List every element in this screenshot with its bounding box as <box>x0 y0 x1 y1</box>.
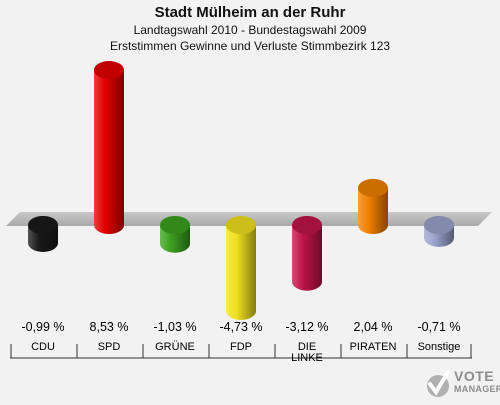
category-label-sonstige: Sonstige <box>418 341 461 353</box>
value-label-piraten: 2,04 % <box>354 320 393 334</box>
category-label-die-linke-2: LINKE <box>291 352 323 364</box>
value-labels: -0,99 % 8,53 % -1,03 % -4,73 % -3,12 % 2,04 %… <box>21 320 460 334</box>
bar-body-spd <box>94 70 124 234</box>
votemanager-logo: VOTE MANAGER <box>424 366 500 400</box>
category-label-fdp: FDP <box>230 341 252 353</box>
bar-cap-gruene <box>160 216 190 234</box>
bar-sonstige <box>424 216 454 247</box>
bar-cap-cdu <box>28 216 58 234</box>
value-label-sonstige: -0,71 % <box>417 320 460 334</box>
bar-cap-spd <box>94 61 124 80</box>
bar-spd <box>94 61 124 234</box>
value-label-cdu: -0,99 % <box>21 320 64 334</box>
bar-gruene <box>160 216 190 253</box>
bar-cdu <box>28 216 58 252</box>
bar-body-fdp <box>226 225 256 320</box>
bar-cap-die-linke <box>292 216 322 234</box>
bar-body-die-linke <box>292 225 322 291</box>
checkmark-logo-icon <box>427 370 450 397</box>
chart-subtitle-district: Erststimmen Gewinne und Verluste Stimmbe… <box>109 39 391 53</box>
bar-piraten <box>358 178 388 234</box>
category-label-die-linke-1: DIE <box>298 341 316 353</box>
value-label-die-linke: -3,12 % <box>285 320 328 334</box>
bar-fdp <box>226 216 256 320</box>
category-label-spd: SPD <box>98 341 121 353</box>
bar-series <box>28 61 454 320</box>
logo-manager-text: MANAGER <box>454 384 500 394</box>
category-label-cdu: CDU <box>31 341 55 353</box>
logo-vote-text: VOTE <box>454 368 495 384</box>
value-label-spd: 8,53 % <box>90 320 129 334</box>
bar-cap-fdp <box>226 216 256 234</box>
chart-title: Stadt Mülheim an der Ruhr <box>154 4 346 21</box>
category-label-gruene: GRÜNE <box>155 341 195 353</box>
bar-cap-piraten <box>358 178 388 197</box>
bar-body-piraten <box>358 187 388 234</box>
chart-subtitle-election: Landtagswahl 2010 - Bundestagswahl 2009 <box>133 23 367 37</box>
category-label-piraten: PIRATEN <box>350 341 397 353</box>
bar-cap-sonstige <box>424 216 454 234</box>
value-label-fdp: -4,73 % <box>219 320 262 334</box>
value-label-gruene: -1,03 % <box>153 320 196 334</box>
bar-die-linke <box>292 216 322 291</box>
